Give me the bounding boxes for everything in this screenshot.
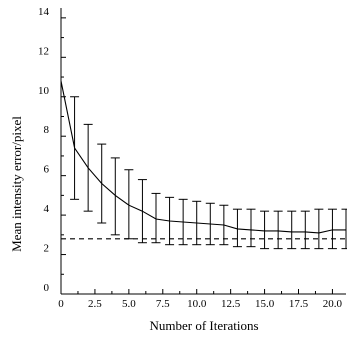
x-tick-label: 2.5: [88, 298, 102, 310]
x-tick-label: 17.5: [289, 298, 309, 310]
y-tick-label: 0: [44, 282, 50, 294]
error-bar: [273, 210, 283, 250]
x-axis-title: Number of Iterations: [149, 318, 258, 333]
error-bar: [124, 169, 134, 240]
x-tick-label: 10.0: [187, 298, 207, 310]
x-tick-label: 12.5: [221, 298, 241, 310]
error-bar: [300, 210, 310, 250]
y-tick-label: 2: [44, 243, 50, 255]
error-bar: [151, 192, 161, 244]
y-axis-title: Mean intensity error/pixel: [9, 116, 24, 252]
y-tick-label: 4: [44, 203, 50, 215]
x-tick-label: 5.0: [122, 298, 136, 310]
error-bar: [232, 208, 242, 248]
error-bar: [314, 208, 324, 250]
y-tick-label: 8: [44, 124, 50, 136]
series-lines: [60, 80, 346, 240]
error-bar: [327, 208, 337, 250]
solid-series-line: [60, 80, 346, 234]
x-tick-label: 7.5: [156, 298, 170, 310]
error-bar: [341, 208, 347, 250]
x-tick-label: 15.0: [255, 298, 275, 310]
y-tick-label: 14: [38, 6, 50, 18]
y-tick-label: 6: [44, 164, 50, 176]
error-bar: [287, 210, 297, 250]
y-tick-label: 12: [38, 45, 49, 57]
error-bars: [70, 96, 347, 250]
error-bar: [260, 210, 270, 250]
axes: [60, 8, 346, 295]
x-tick-label: 0: [58, 298, 64, 310]
error-bar: [246, 208, 256, 248]
y-tick-label: 10: [38, 85, 50, 97]
ticks: 0 2 4 6 8 10 12 14 0 2.5 5.0 7.5 10.0 12.5 15.0 17.5 20.…: [38, 6, 343, 310]
error-bar: [110, 157, 120, 236]
x-tick-label: 20.0: [323, 298, 343, 310]
